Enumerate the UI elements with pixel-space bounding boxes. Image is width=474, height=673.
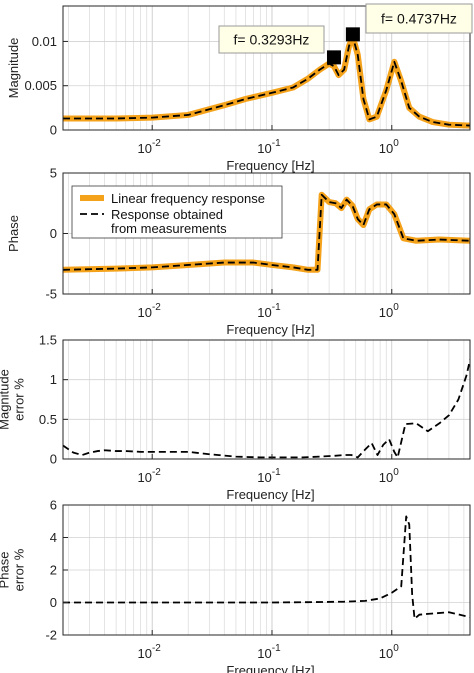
x-tick-label: 100 — [379, 138, 399, 156]
chart-panel-4: 10-2 10-1 100 -2 0 2 4 6 Frequency [Hz] Phaseerro… — [0, 498, 471, 673]
axes-frame — [62, 5, 471, 131]
x-tick-label: 100 — [379, 643, 399, 661]
y-tick-label: -5 — [45, 287, 57, 302]
legend-entry-label: Response obtained — [111, 207, 223, 222]
y-tick-label: 0 — [50, 595, 57, 610]
datatip-box — [365, 3, 473, 34]
x-tick-label: 10-1 — [257, 302, 281, 320]
series-line-measured-response — [63, 36, 470, 127]
resonance-marker — [326, 50, 341, 65]
y-tick-label: 5 — [50, 166, 57, 181]
series-line-measured-response — [63, 515, 470, 620]
y-tick-label: 6 — [50, 498, 57, 513]
y-tick-label: 2 — [50, 563, 57, 578]
x-axis-label: Frequency [Hz] — [226, 322, 314, 337]
x-tick-label: 10-1 — [257, 138, 281, 156]
x-tick-label: 10-1 — [257, 467, 281, 485]
y-tick-label: 0.005 — [24, 78, 57, 93]
legend-entry-label: Linear frequency response — [111, 191, 265, 206]
series-group — [63, 359, 470, 459]
axes-frame — [62, 339, 471, 460]
chart-panel-1: 10-2 10-1 100 0 0.005 0.01 Frequency [Hz] Magni… — [6, 3, 473, 173]
chart-panel-3: 10-2 10-1 100 0 0.5 1 1.5 Frequency [Hz] Magnitu… — [0, 333, 471, 502]
datatip-label: f= 0.3293Hz — [234, 32, 310, 48]
legend-box — [71, 185, 283, 239]
y-tick-label: 0.5 — [39, 412, 57, 427]
x-tick-label: 100 — [379, 467, 399, 485]
x-tick-label: 10-2 — [138, 302, 162, 320]
series-line-measured-response — [63, 193, 470, 271]
x-axis-label: Frequency [Hz] — [226, 487, 314, 502]
series-group — [63, 515, 470, 620]
datatip-label: f= 0.4737Hz — [381, 11, 457, 27]
y-axis-label: Phaseerror % — [0, 548, 27, 591]
y-tick-label: -2 — [45, 628, 57, 643]
series-group — [63, 191, 470, 273]
y-axis-label: Magnitude — [6, 38, 21, 99]
x-axis-label: Frequency [Hz] — [226, 158, 314, 173]
x-tick-label: 100 — [379, 302, 399, 320]
x-tick-label: 10-2 — [138, 138, 162, 156]
y-tick-label: 0 — [50, 123, 57, 138]
y-tick-label: 1.5 — [39, 333, 57, 348]
x-tick-label: 10-1 — [257, 643, 281, 661]
legend-entry-label: from measurements — [111, 221, 227, 236]
resonance-marker — [345, 27, 360, 42]
series-group — [63, 34, 470, 129]
y-tick-label: 0 — [50, 226, 57, 241]
datatip-box — [218, 25, 325, 54]
x-tick-label: 10-2 — [138, 467, 162, 485]
y-tick-label: 0.01 — [32, 34, 57, 49]
chart-panel-2: 10-2 10-1 100 -5 0 5 Frequency [Hz] Phase Linear… — [6, 166, 471, 337]
series-line-measured-response — [63, 359, 470, 459]
y-tick-label: 1 — [50, 372, 57, 387]
x-axis-label: Frequency [Hz] — [226, 663, 314, 673]
y-tick-label: 4 — [50, 530, 57, 545]
y-tick-label: 0 — [50, 452, 57, 467]
y-axis-label: Phase — [6, 215, 21, 252]
y-axis-label: Magnitudeerror % — [0, 369, 27, 430]
x-tick-label: 10-2 — [138, 643, 162, 661]
